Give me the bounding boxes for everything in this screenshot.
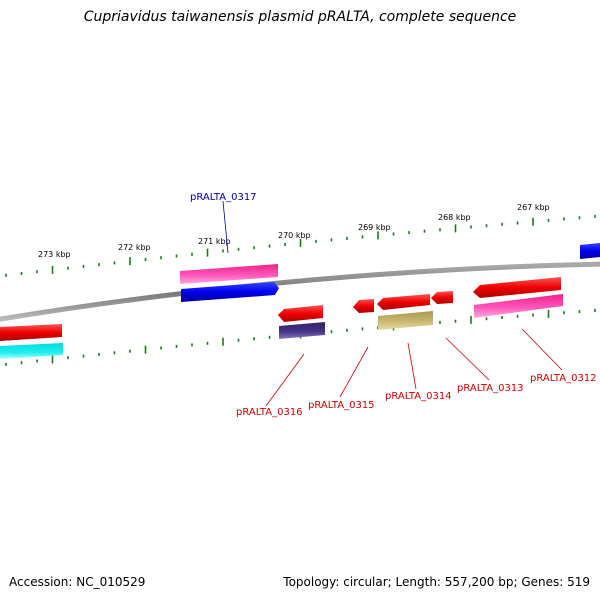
gene-feature-red-0315[interactable]	[353, 299, 374, 313]
scale-label-268: 268 kbp	[438, 213, 471, 222]
gene-feature-red-0314[interactable]	[377, 294, 430, 310]
scale-label-270: 270 kbp	[278, 231, 311, 240]
scale-label-269: 269 kbp	[358, 223, 391, 232]
gene-feature-blue-edge[interactable]	[580, 243, 600, 259]
label-leader-lines	[222, 200, 563, 407]
scale-label-272: 272 kbp	[118, 243, 151, 252]
gene-feature-red-0313[interactable]	[431, 291, 453, 304]
topology-summary: Topology: circular; Length: 557,200 bp; …	[283, 575, 590, 589]
scale-ticks-upper	[5, 214, 596, 277]
gene-label-pralta-0313[interactable]: pRALTA_0313	[457, 383, 524, 394]
scale-labels: 273 kbp 272 kbp 271 kbp 270 kbp 269 kbp …	[38, 203, 550, 259]
gene-feature-pink-0317-region[interactable]	[180, 264, 278, 284]
gene-feature-red-0316[interactable]	[278, 305, 323, 322]
gene-feature-red-left[interactable]	[0, 324, 62, 341]
scale-label-267: 267 kbp	[517, 203, 550, 212]
gene-feature-navy-0316[interactable]	[279, 322, 325, 339]
leader-0312	[521, 328, 563, 371]
scale-label-271: 271 kbp	[198, 237, 231, 246]
accession-text: Accession: NC_010529	[9, 575, 146, 589]
plasmid-backbone	[0, 261, 600, 322]
gene-features	[0, 243, 600, 359]
leader-0314	[407, 342, 417, 390]
gene-feature-cyan-left[interactable]	[0, 343, 63, 359]
leader-0315	[339, 346, 369, 398]
scale-label-273: 273 kbp	[38, 250, 71, 259]
gene-label-pralta-0315[interactable]: pRALTA_0315	[308, 400, 375, 411]
gene-feature-olive-0314[interactable]	[378, 311, 433, 330]
gene-label-pralta-0316[interactable]: pRALTA_0316	[236, 407, 303, 418]
gene-feature-pink-0312[interactable]	[474, 294, 563, 318]
leader-0316	[265, 353, 305, 407]
gene-label-pralta-0317[interactable]: pRALTA_0317	[190, 192, 257, 203]
map-title: Cupriavidus taiwanensis plasmid pRALTA, …	[83, 9, 517, 25]
gene-label-pralta-0312[interactable]: pRALTA_0312	[530, 373, 597, 384]
gene-feature-blue-0317[interactable]	[181, 282, 279, 302]
gene-feature-red-0312[interactable]	[473, 277, 561, 298]
gene-labels: pRALTA_0317 pRALTA_0316 pRALTA_0315 pRAL…	[190, 192, 597, 418]
gene-label-pralta-0314[interactable]: pRALTA_0314	[385, 391, 452, 402]
leader-0317	[222, 200, 229, 254]
leader-0313	[445, 337, 490, 381]
